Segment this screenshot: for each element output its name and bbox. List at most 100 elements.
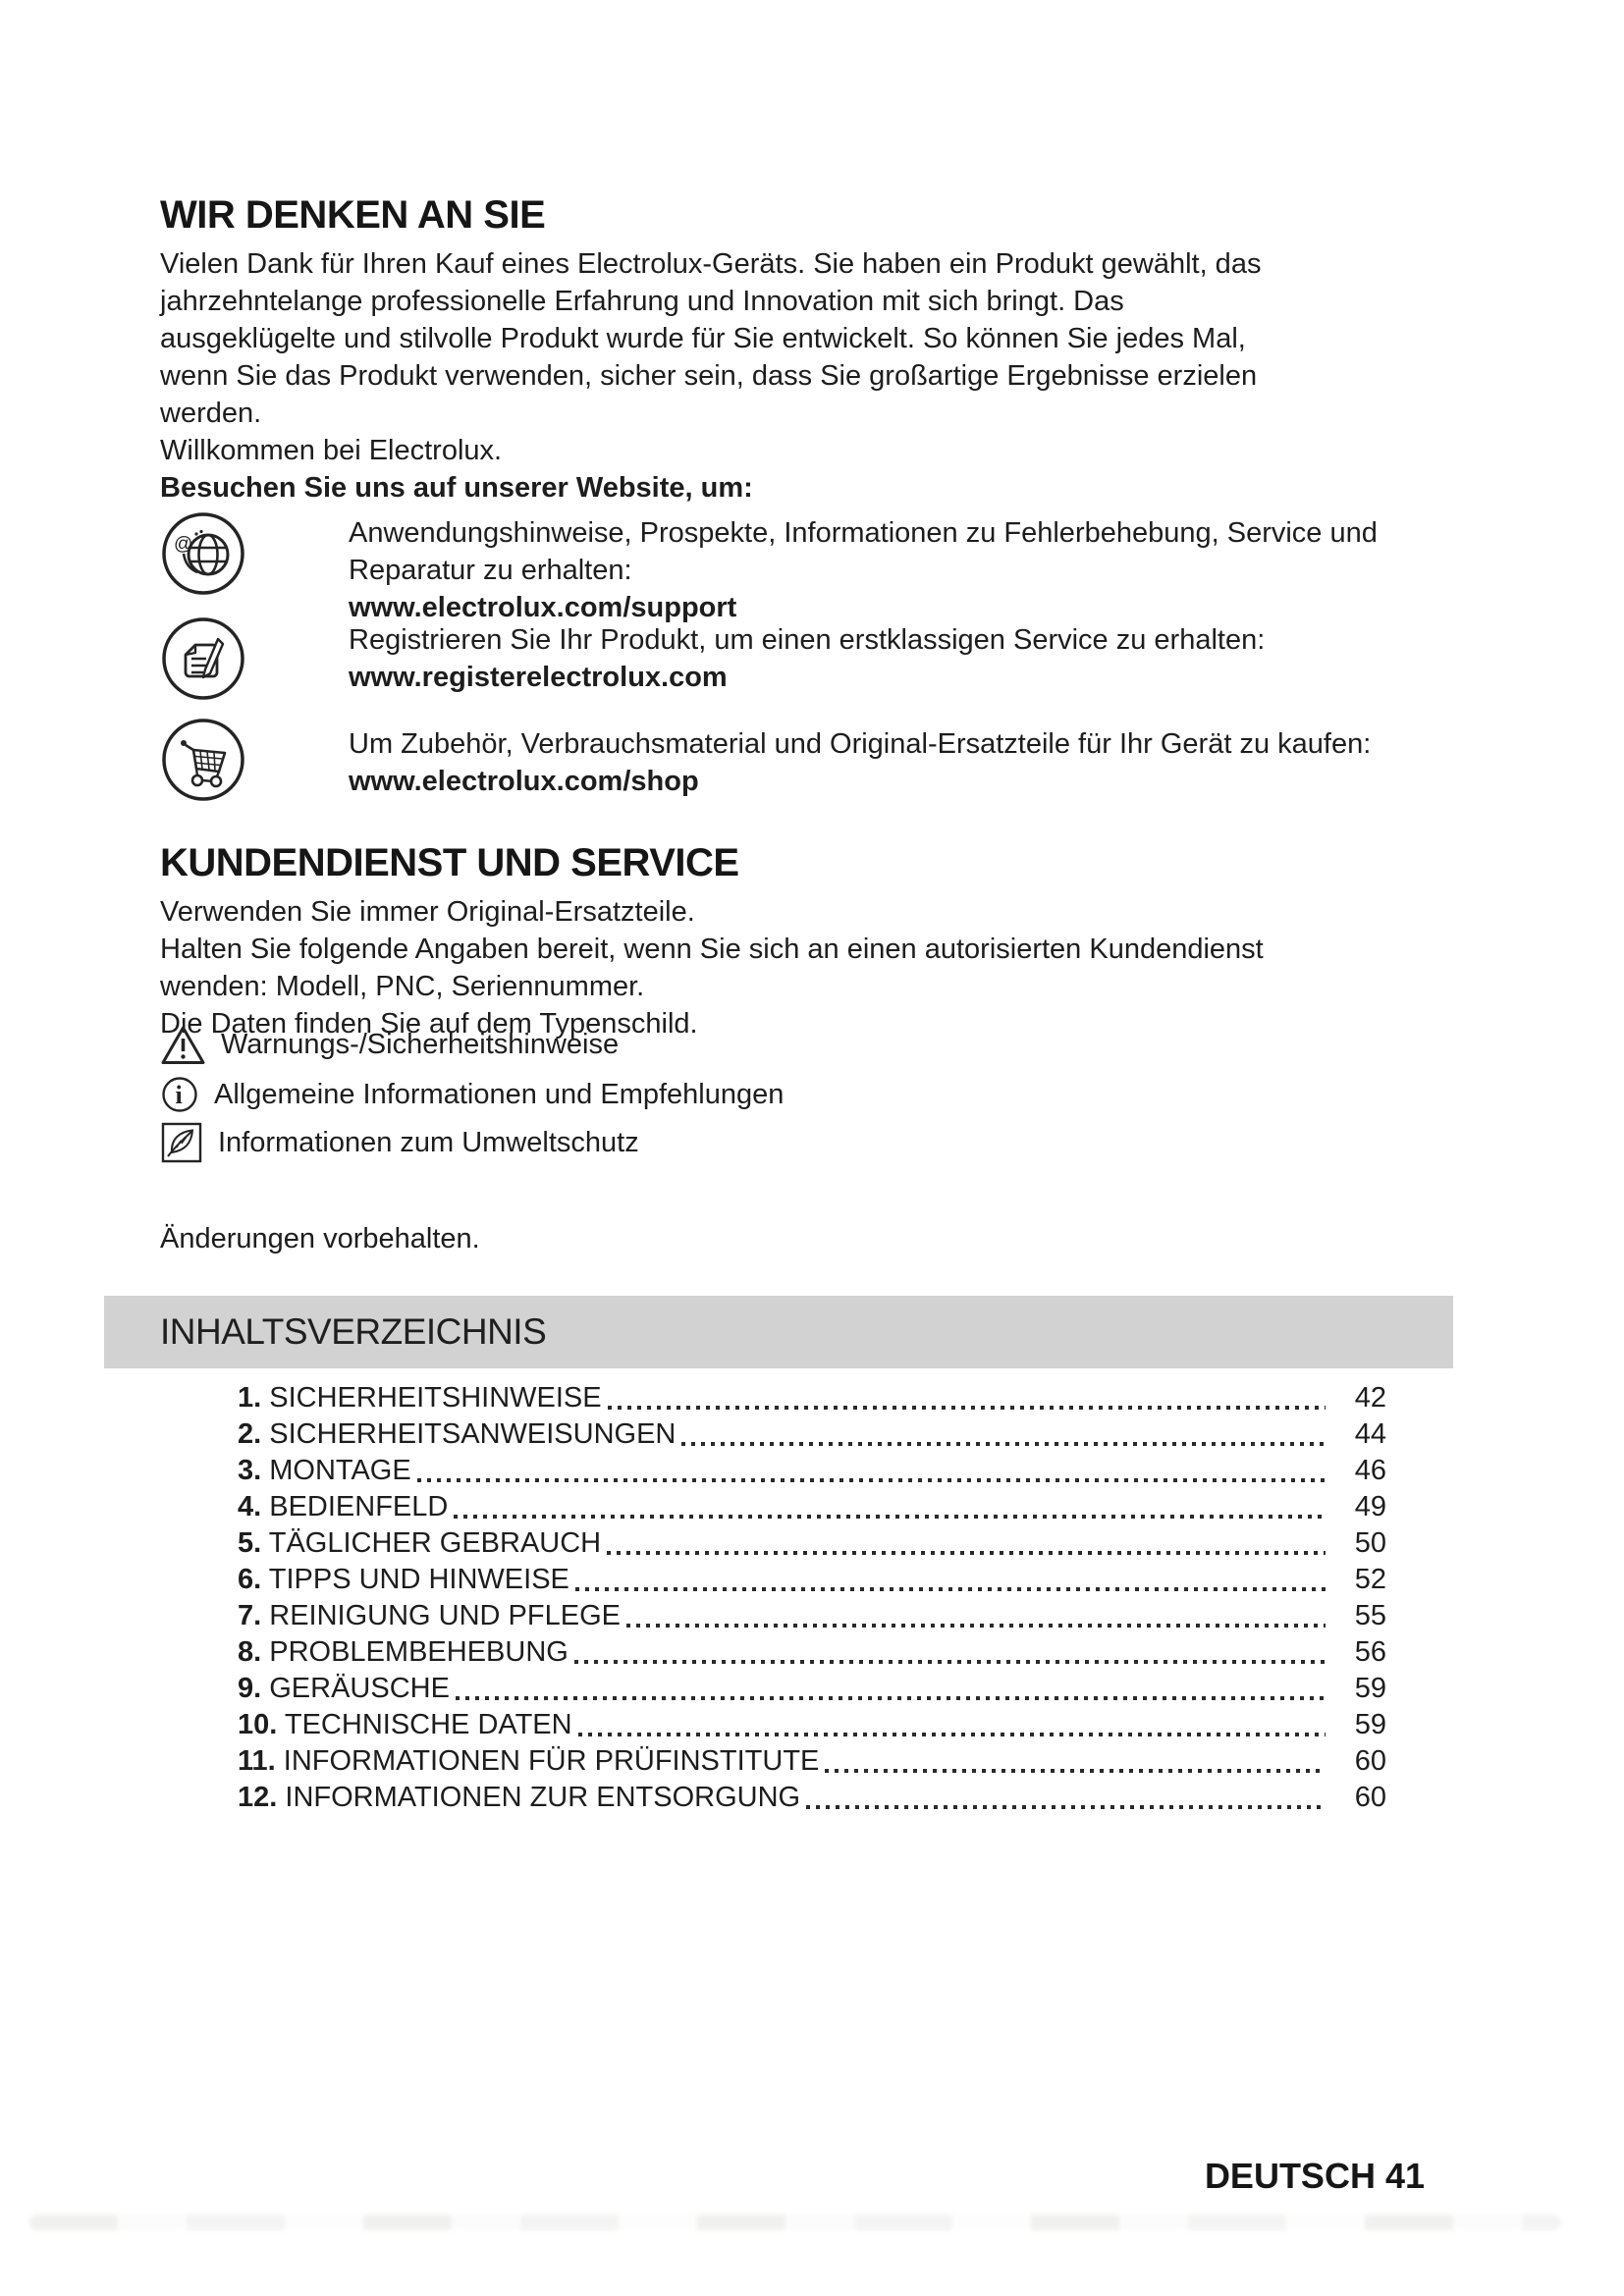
section-customer-service: KUNDENDIENST UND SERVICE Verwenden Sie i… bbox=[160, 840, 1495, 1042]
toc-entry-title: PROBLEMBEHEBUNG bbox=[269, 1636, 568, 1668]
shop-text: Um Zubehör, Verbrauchsmaterial und Origi… bbox=[349, 725, 1495, 800]
scan-artifact bbox=[29, 2215, 1561, 2230]
legend-label: Warnungs-/Sicherheitshinweise bbox=[221, 1029, 620, 1060]
legend-label: Allgemeine Informationen und Empfehlunge… bbox=[214, 1079, 785, 1110]
info-circle-icon: i bbox=[160, 1075, 199, 1114]
shop-url: www.electrolux.com/shop bbox=[349, 766, 699, 797]
toc-entry: 10. TECHNISCHE DATEN 59 bbox=[238, 1707, 1386, 1743]
toc-dot-leader bbox=[416, 1478, 1326, 1482]
subject-to-change-note: Änderungen vorbehalten. bbox=[160, 1223, 480, 1255]
website-row-support: @ Anwendungshinweise, Prospekte, Informa… bbox=[160, 512, 1495, 626]
toc-entry: 4. BEDIENFELD 49 bbox=[238, 1489, 1386, 1525]
shop-line: Um Zubehör, Verbrauchsmaterial und Origi… bbox=[349, 728, 1372, 760]
toc-entry-title: TIPPS UND HINWEISE bbox=[268, 1564, 569, 1595]
service-line: wenden: Modell, PNC, Seriennummer. bbox=[160, 971, 645, 1002]
toc-entry-page: 46 bbox=[1354, 1455, 1386, 1486]
legend-row-warning: Warnungs-/Sicherheitshinweise bbox=[160, 1021, 619, 1068]
toc-dot-leader bbox=[455, 1696, 1326, 1700]
legend-label: Informationen zum Umweltschutz bbox=[218, 1127, 639, 1158]
service-line: Die Daten finden Sie auf dem Typenschild… bbox=[160, 1008, 698, 1040]
toc-dot-leader bbox=[574, 1587, 1326, 1591]
page-footer: DEUTSCH 41 bbox=[1204, 2156, 1425, 2196]
toc-entry-title: TÄGLICHER GEBRAUCH bbox=[268, 1527, 602, 1559]
toc-entry: 5. TÄGLICHER GEBRAUCH 50 bbox=[238, 1525, 1386, 1562]
intro-line: werden. bbox=[160, 398, 262, 429]
toc-entry-title: SICHERHEITSANWEISUNGEN bbox=[269, 1418, 677, 1450]
svg-text:@: @ bbox=[174, 534, 192, 555]
toc-entry-number: 9. bbox=[238, 1673, 262, 1704]
toc-entry: 12. INFORMATIONEN ZUR ENTSORGUNG 60 bbox=[238, 1780, 1386, 1816]
toc-entry: 11. INFORMATIONEN FÜR PRÜFINSTITUTE 60 bbox=[238, 1743, 1386, 1780]
visit-website-label: Besuchen Sie uns auf unserer Website, um… bbox=[160, 472, 753, 504]
toc-entry: 9. GERÄUSCHE 59 bbox=[238, 1671, 1386, 1707]
toc-entry-page: 60 bbox=[1354, 1745, 1386, 1777]
service-line: Halten Sie folgende Angaben bereit, wenn… bbox=[160, 934, 1264, 965]
toc-dot-leader bbox=[573, 1660, 1326, 1664]
legend-row-info: i Allgemeine Informationen und Empfehlun… bbox=[160, 1071, 784, 1118]
toc-entry-number: 8. bbox=[238, 1636, 262, 1668]
website-row-register: Registrieren Sie Ihr Produkt, um einen e… bbox=[160, 617, 1495, 700]
support-line: Anwendungshinweise, Prospekte, Informati… bbox=[349, 517, 1378, 549]
register-url: www.registerelectrolux.com bbox=[349, 662, 728, 693]
register-line: Registrieren Sie Ihr Produkt, um einen e… bbox=[349, 624, 1266, 656]
toc-header-bar: INHALTSVERZEICHNIS bbox=[104, 1296, 1453, 1368]
intro-line: ausgeklügelte und stilvolle Produkt wurd… bbox=[160, 323, 1246, 354]
register-text: Registrieren Sie Ihr Produkt, um einen e… bbox=[349, 621, 1495, 696]
toc-entry-label: 8. PROBLEMBEHEBUNG bbox=[238, 1634, 568, 1671]
toc-entry-label: 4. BEDIENFELD bbox=[238, 1489, 448, 1525]
intro-paragraph: Vielen Dank für Ihren Kauf eines Electro… bbox=[160, 245, 1495, 507]
toc-dot-leader bbox=[577, 1733, 1326, 1736]
toc-entry-page: 55 bbox=[1354, 1600, 1386, 1631]
support-text: Anwendungshinweise, Prospekte, Informati… bbox=[349, 514, 1495, 626]
toc-entry-page: 44 bbox=[1354, 1418, 1386, 1450]
toc-entry-page: 50 bbox=[1354, 1527, 1386, 1559]
toc-entry-label: 5. TÄGLICHER GEBRAUCH bbox=[238, 1525, 601, 1562]
service-title: KUNDENDIENST UND SERVICE bbox=[160, 841, 739, 884]
toc-entry-number: 2. bbox=[238, 1418, 262, 1450]
toc-entry-number: 11. bbox=[238, 1745, 276, 1777]
svg-text:i: i bbox=[176, 1081, 183, 1109]
toc-entry-number: 1. bbox=[238, 1382, 262, 1414]
toc-dot-leader bbox=[806, 1805, 1326, 1809]
toc-entry-page: 52 bbox=[1354, 1564, 1386, 1595]
toc-dot-leader bbox=[454, 1515, 1326, 1519]
toc-entry-label: 11. INFORMATIONEN FÜR PRÜFINSTITUTE bbox=[238, 1743, 819, 1780]
toc-entry: 6. TIPPS UND HINWEISE 52 bbox=[238, 1562, 1386, 1598]
toc-dot-leader bbox=[607, 1551, 1326, 1555]
toc-entry-page: 59 bbox=[1354, 1673, 1386, 1704]
support-url: www.electrolux.com/support bbox=[349, 592, 737, 623]
toc-entry-number: 6. bbox=[238, 1564, 262, 1595]
toc-entry-label: 10. TECHNISCHE DATEN bbox=[238, 1707, 572, 1743]
toc-entry-page: 59 bbox=[1354, 1709, 1386, 1740]
register-note-pencil-icon bbox=[160, 615, 246, 702]
toc-entry-page: 60 bbox=[1354, 1782, 1386, 1813]
toc-entry-label: 7. REINIGUNG UND PFLEGE bbox=[238, 1598, 621, 1634]
toc-entry: 8. PROBLEMBEHEBUNG 56 bbox=[238, 1634, 1386, 1671]
toc-entry-number: 10. bbox=[238, 1709, 278, 1740]
service-line: Verwenden Sie immer Original-Ersatzteile… bbox=[160, 896, 695, 928]
toc-entry-label: 3. MONTAGE bbox=[238, 1453, 411, 1489]
intro-line: wenn Sie das Produkt verwenden, sicher s… bbox=[160, 360, 1258, 392]
toc-dot-leader bbox=[607, 1406, 1326, 1410]
legend-row-environment: Informationen zum Umweltschutz bbox=[160, 1119, 639, 1166]
welcome-line: Willkommen bei Electrolux. bbox=[160, 435, 503, 466]
leaf-box-icon bbox=[160, 1121, 203, 1164]
toc-entry-title: INFORMATIONEN ZUR ENTSORGUNG bbox=[285, 1782, 801, 1813]
toc-entry-number: 12. bbox=[238, 1782, 278, 1813]
toc-entry-page: 42 bbox=[1354, 1382, 1386, 1414]
toc-entry-number: 5. bbox=[238, 1527, 262, 1559]
toc-entry-number: 7. bbox=[238, 1600, 262, 1631]
toc-entry-title: SICHERHEITSHINWEISE bbox=[269, 1382, 602, 1414]
website-row-shop: Um Zubehör, Verbrauchsmaterial und Origi… bbox=[160, 719, 1495, 801]
support-line: Reparatur zu erhalten: bbox=[349, 555, 632, 586]
toc-entry-label: 9. GERÄUSCHE bbox=[238, 1671, 450, 1707]
table-of-contents: 1. SICHERHEITSHINWEISE 42 2. SICHERHEITS… bbox=[238, 1380, 1386, 1816]
section-title: WIR DENKEN AN SIE bbox=[160, 193, 546, 237]
toc-entry: 1. SICHERHEITSHINWEISE 42 bbox=[238, 1380, 1386, 1416]
toc-entry-label: 1. SICHERHEITSHINWEISE bbox=[238, 1380, 602, 1416]
toc-entry-title: INFORMATIONEN FÜR PRÜFINSTITUTE bbox=[283, 1745, 820, 1777]
toc-entry-number: 3. bbox=[238, 1455, 262, 1486]
toc-entry: 3. MONTAGE 46 bbox=[238, 1453, 1386, 1489]
toc-entry-title: TECHNISCHE DATEN bbox=[284, 1709, 572, 1740]
